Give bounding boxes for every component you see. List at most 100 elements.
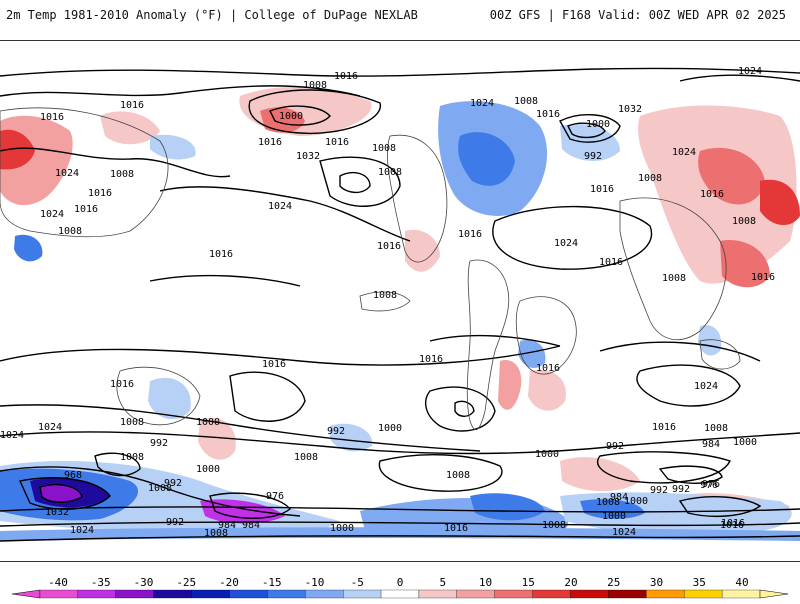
isobar-label: 1016 — [74, 204, 98, 215]
isobar-label: 1016 — [590, 184, 614, 195]
colorbar-swatch — [191, 589, 230, 599]
isobar-label: 1024 — [268, 201, 292, 212]
isobar-label: 1016 — [652, 422, 676, 433]
isobar-label: 1008 — [204, 528, 228, 539]
isobar-label: 1000 — [624, 496, 648, 507]
isobar-label: 1008 — [110, 169, 134, 180]
isobar-label: 1008 — [148, 483, 172, 494]
colorbar-swatch — [380, 589, 420, 599]
isobar-label: 992 — [606, 441, 624, 452]
colorbar-swatch — [684, 589, 723, 599]
isobar-label: 1024 — [738, 66, 762, 77]
isobar-label: 1016 — [262, 359, 286, 370]
isobar-label: 984 — [610, 492, 628, 503]
map-title: 2m Temp 1981-2010 Anomaly (°F) | College… — [6, 8, 418, 22]
colorbar-swatch — [77, 589, 116, 599]
colorbar-max-arrow — [759, 589, 789, 599]
isobar-label: 1000 — [196, 464, 220, 475]
colorbar-swatch — [532, 589, 571, 599]
isobar-label: 1008 — [373, 290, 397, 301]
colorbar-tick-label: -30 — [133, 576, 154, 589]
isobar-label: 1008 — [372, 143, 396, 154]
isobar-label: 992 — [327, 426, 345, 437]
isobar-label: 1000 — [602, 511, 626, 522]
isobar-label: 1016 — [88, 188, 112, 199]
colorbar-swatch — [570, 589, 609, 599]
isobar-label: 976 — [700, 480, 718, 491]
isobar-label: 1024 — [672, 147, 696, 158]
isobar-label: 1024 — [40, 209, 64, 220]
isobar-labels: 1016 1008 1016 1024 1016 1016 1008 1016 … — [0, 66, 775, 539]
isobar-label: 1000 — [279, 111, 303, 122]
isobar-label: 976 — [266, 491, 284, 502]
isobar-label: 1024 — [70, 525, 94, 536]
colorbar-tick-label: 35 — [692, 576, 706, 589]
isobar-label: 984 — [242, 520, 260, 531]
isobar-label: 1008 — [514, 96, 538, 107]
isobar-label: 1032 — [618, 104, 642, 115]
isobar-label: 1024 — [694, 381, 718, 392]
isobar-label: 1008 — [120, 452, 144, 463]
isobar-label: 992 — [166, 517, 184, 528]
colorbar-swatch — [456, 589, 495, 599]
colorbar-tick-label: 25 — [607, 576, 621, 589]
isobar-label: 992 — [584, 151, 602, 162]
isobar-lines — [0, 67, 800, 542]
colorbar-tick-label: -10 — [304, 576, 325, 589]
isobar-label: 1024 — [612, 527, 636, 538]
isobar-label: 1016 — [377, 241, 401, 252]
isobar-label: 1016 — [334, 71, 358, 82]
colorbar-tick-label: -40 — [48, 576, 68, 589]
isobar-label: 1016 — [444, 523, 468, 534]
isobar-label: 976 — [702, 479, 720, 490]
isobar-label: 1016 — [419, 354, 443, 365]
isobar-label: 1008 — [704, 423, 728, 434]
colorbar-tick-label: -20 — [219, 576, 239, 589]
colorbar-tick-label: 30 — [649, 576, 664, 589]
colorbar-min-arrow — [11, 589, 41, 599]
isobar-label: 1016 — [536, 109, 560, 120]
colorbar-tick-label: 15 — [521, 576, 535, 589]
isobar-label: 1000 — [330, 523, 354, 534]
colorbar-tick-label: 0 — [396, 576, 404, 589]
isobar-label: 1016 — [40, 112, 64, 123]
isobar-label: 1024 — [38, 422, 62, 433]
isobar-label: 1008 — [596, 497, 620, 508]
isobar-label: 1016 — [751, 272, 775, 283]
isobar-label: 1000 — [586, 119, 610, 130]
isobar-label: 1008 — [58, 226, 82, 237]
isobar-label: 1008 — [378, 167, 402, 178]
isobar-label: 1016 — [536, 363, 560, 374]
isobar-label: 1000 — [733, 437, 757, 448]
colorbar-tick-label: -35 — [90, 576, 111, 589]
colorbar-tick-label: 40 — [735, 576, 749, 589]
colorbar-swatch — [305, 589, 344, 599]
isobar-label: 1000 — [535, 449, 559, 460]
colorbar-tick-label: -5 — [350, 576, 364, 589]
colorbar-swatches — [11, 589, 789, 599]
warm-anomaly-areas — [0, 86, 800, 532]
colorbar-swatch — [721, 589, 761, 599]
isobar-label: 992 — [150, 438, 168, 449]
isobar-label: 992 — [672, 484, 690, 495]
isobar-label: 1016 — [599, 257, 623, 268]
colorbar-swatch — [115, 589, 154, 599]
isobar-label: 984 — [218, 520, 236, 531]
model-run-info: 00Z GFS | F168 Valid: 00Z WED APR 02 202… — [489, 8, 786, 22]
colorbar-swatch — [39, 589, 79, 599]
isobar-label: 1024 — [0, 430, 24, 441]
colorbar-swatch — [494, 589, 533, 599]
colorbar-tick-label: -15 — [261, 576, 282, 589]
colorbar-swatch — [343, 589, 382, 599]
isobar-label: 1008 — [732, 216, 756, 227]
isobar-label: 1016 — [209, 249, 233, 260]
isobar-label: 1016 — [325, 137, 349, 148]
isobar-label: 1008 — [638, 173, 662, 184]
map-canvas: 1016 1008 1016 1024 1016 1016 1008 1016 … — [0, 66, 800, 542]
colorbar-ticks: -40 -35 -30 -25 -20 -15 -10 -5 0 5 10 15 20 25 30 35 40 — [0, 576, 800, 590]
isobar-label: 1032 — [45, 507, 69, 518]
isobar-label: 1008 — [662, 273, 686, 284]
isobar-label: 1008 — [294, 452, 318, 463]
colorbar-tick-label: 20 — [564, 576, 578, 589]
header: 2m Temp 1981-2010 Anomaly (°F) | College… — [0, 0, 800, 30]
